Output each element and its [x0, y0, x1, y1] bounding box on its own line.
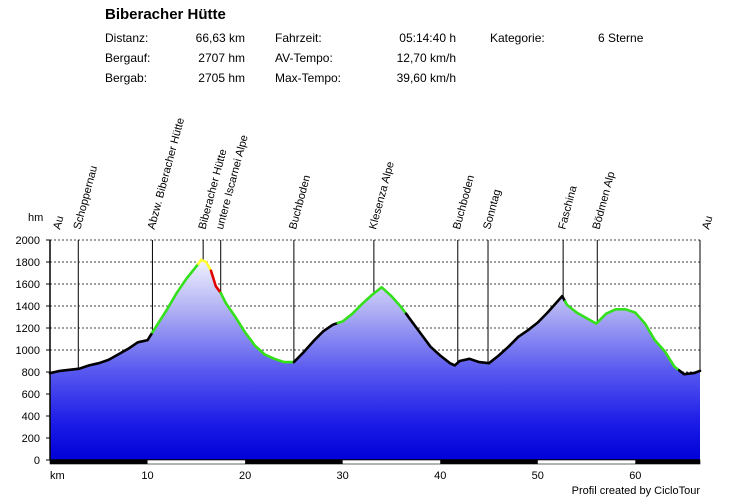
waypoint-label: Sonntag	[481, 188, 503, 231]
x-axis-scale-segment	[440, 460, 538, 464]
y-tick-label: 600	[22, 389, 40, 401]
y-tick-label: 400	[22, 411, 40, 423]
profile-segment	[292, 321, 340, 364]
profile-segment	[209, 269, 222, 295]
x-tick-label: 40	[434, 470, 446, 482]
stat-value-distanz: 66,63 km	[195, 31, 245, 45]
y-tick-labels: 0 200 400 600 800 1000 1200 1400 1600 1800 2000	[16, 235, 50, 467]
y-axis-unit-label: hm	[28, 212, 43, 224]
axes	[49, 240, 701, 465]
y-tick-label: 2000	[16, 235, 40, 247]
x-tick-labels: 10 20 30 40 50 60	[141, 470, 641, 482]
profile-segment	[219, 291, 296, 364]
y-tick-label: 800	[22, 367, 40, 379]
x-axis-scale-segment	[635, 460, 700, 464]
stat-value-kategorie: 6 Sterne	[598, 31, 644, 45]
stat-label-bergauf: Bergauf:	[105, 51, 151, 65]
y-tick-label: 1400	[16, 301, 40, 313]
stat-label-distanz: Distanz:	[105, 31, 149, 45]
x-axis-scale-segment	[245, 460, 343, 464]
profile-segment	[677, 369, 702, 376]
waypoint-label: Au	[51, 215, 66, 231]
y-tick-label: 1200	[16, 323, 40, 335]
stat-label-max-tempo: Max-Tempo:	[275, 71, 342, 85]
profile-segment	[197, 258, 213, 273]
waypoint-label: Au	[700, 215, 715, 231]
waypoint-label: Bödmen Alp	[591, 170, 618, 230]
y-tick-label: 1800	[16, 257, 40, 269]
x-axis-scale-segment	[50, 460, 148, 464]
chart-title: Biberacher Hütte	[105, 6, 226, 23]
waypoint-markers	[49, 240, 701, 374]
x-axis-unit-label: km	[50, 470, 65, 482]
x-tick-label: 50	[532, 470, 544, 482]
profile-segment	[404, 294, 567, 367]
y-tick-label: 0	[34, 455, 40, 467]
stat-value-bergauf: 2707 hm	[198, 51, 245, 65]
waypoint-label: Buchboden	[451, 174, 477, 231]
y-tick-label: 200	[22, 433, 40, 445]
elevation-area	[50, 259, 700, 460]
x-tick-label: 30	[337, 470, 349, 482]
stat-value-bergab: 2705 hm	[198, 71, 245, 85]
profile-segment	[336, 285, 408, 325]
waypoint-label: Klesenza Alpe	[367, 160, 397, 230]
x-tick-label: 20	[239, 470, 251, 482]
stat-label-bergab: Bergab:	[105, 71, 148, 85]
stat-value-max-tempo: 39,60 km/h	[396, 71, 456, 85]
y-tick-label: 1000	[16, 345, 40, 357]
profile-segment	[151, 262, 200, 334]
stat-label-kategorie: Kategorie:	[490, 31, 545, 45]
elevation-profile-line	[48, 258, 702, 376]
stat-value-fahrzeit: 05:14:40 h	[399, 31, 456, 45]
waypoint-label: Buchboden	[287, 174, 313, 231]
profile-segment	[563, 300, 681, 372]
x-tick-label: 60	[629, 470, 641, 482]
credit-text: Profil created by CicloTour	[571, 485, 700, 497]
waypoint-label: Abzw. Biberacher Hütte	[146, 117, 187, 231]
profile-segment	[48, 331, 154, 375]
stat-label-av-tempo: AV-Tempo:	[275, 51, 333, 65]
waypoint-label: Schoppernau	[72, 164, 101, 230]
stat-label-fahrzeit: Fahrzeit:	[275, 31, 322, 45]
stat-value-av-tempo: 12,70 km/h	[396, 51, 456, 65]
y-tick-label: 1600	[16, 279, 40, 291]
waypoint-labels: Au Schoppernau Abzw. Biberacher Hütte Biber…	[51, 117, 715, 231]
x-tick-label: 10	[141, 470, 153, 482]
waypoint-label: Faschina	[556, 184, 579, 231]
